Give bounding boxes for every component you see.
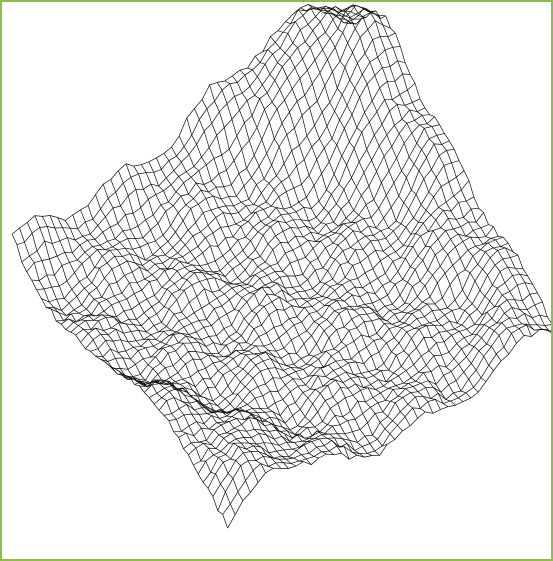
mesh-line-u	[11, 233, 228, 529]
mesh-line-u	[19, 227, 236, 515]
mesh-line-v	[36, 4, 372, 291]
mesh-line-u	[26, 222, 244, 501]
mesh-line-v	[70, 60, 406, 333]
mesh-line-v	[129, 170, 465, 386]
mesh-line-v	[80, 82, 416, 343]
mesh-line-v	[104, 124, 440, 370]
mesh-line-u	[277, 30, 494, 371]
mesh-line-v	[212, 313, 548, 497]
mesh-line-v	[193, 273, 528, 466]
mesh-line-v	[207, 301, 543, 489]
mesh-line-v	[222, 324, 551, 515]
mesh-line-v	[109, 133, 445, 378]
mesh-line-v	[197, 282, 533, 475]
mesh-line-v	[119, 148, 455, 384]
mesh-line-v	[16, 8, 352, 245]
mesh-line-v	[11, 4, 347, 235]
mesh-line-v	[227, 329, 551, 529]
mesh-line-v	[149, 212, 484, 407]
mesh-line-v	[90, 107, 425, 352]
mesh-line-v	[168, 236, 504, 421]
mesh-line-v	[46, 7, 381, 311]
mesh-line-v	[134, 180, 470, 388]
mesh-line-v	[26, 7, 362, 272]
mesh-line-v	[173, 242, 509, 433]
mesh-line-v	[51, 12, 386, 317]
mesh-line-v	[144, 207, 479, 402]
mesh-line-v	[114, 140, 450, 381]
mesh-line-v	[65, 46, 401, 330]
mesh-line-v	[202, 292, 538, 483]
mesh-line-v	[75, 73, 411, 336]
mesh-line-v	[56, 20, 391, 322]
mesh-line-v	[178, 247, 514, 438]
mesh-line-u	[224, 80, 441, 410]
mesh-line-u	[232, 75, 449, 407]
mesh-line-u	[140, 164, 357, 456]
mesh-line-v	[95, 114, 430, 358]
mesh-line-v	[60, 32, 396, 325]
mesh-line-v	[163, 236, 499, 416]
mesh-line-v	[153, 224, 489, 413]
mesh-line-v	[217, 323, 551, 511]
mesh-line-v	[139, 196, 474, 397]
mesh-line-v	[100, 116, 435, 362]
mesh-line-v	[188, 266, 523, 455]
mesh-line-v	[41, 4, 376, 303]
mesh-line-v	[21, 6, 357, 263]
mesh-line-v	[124, 160, 460, 388]
mesh-line-v	[85, 98, 421, 350]
mesh-line-v	[31, 6, 367, 282]
mesh-line-v	[183, 254, 519, 449]
